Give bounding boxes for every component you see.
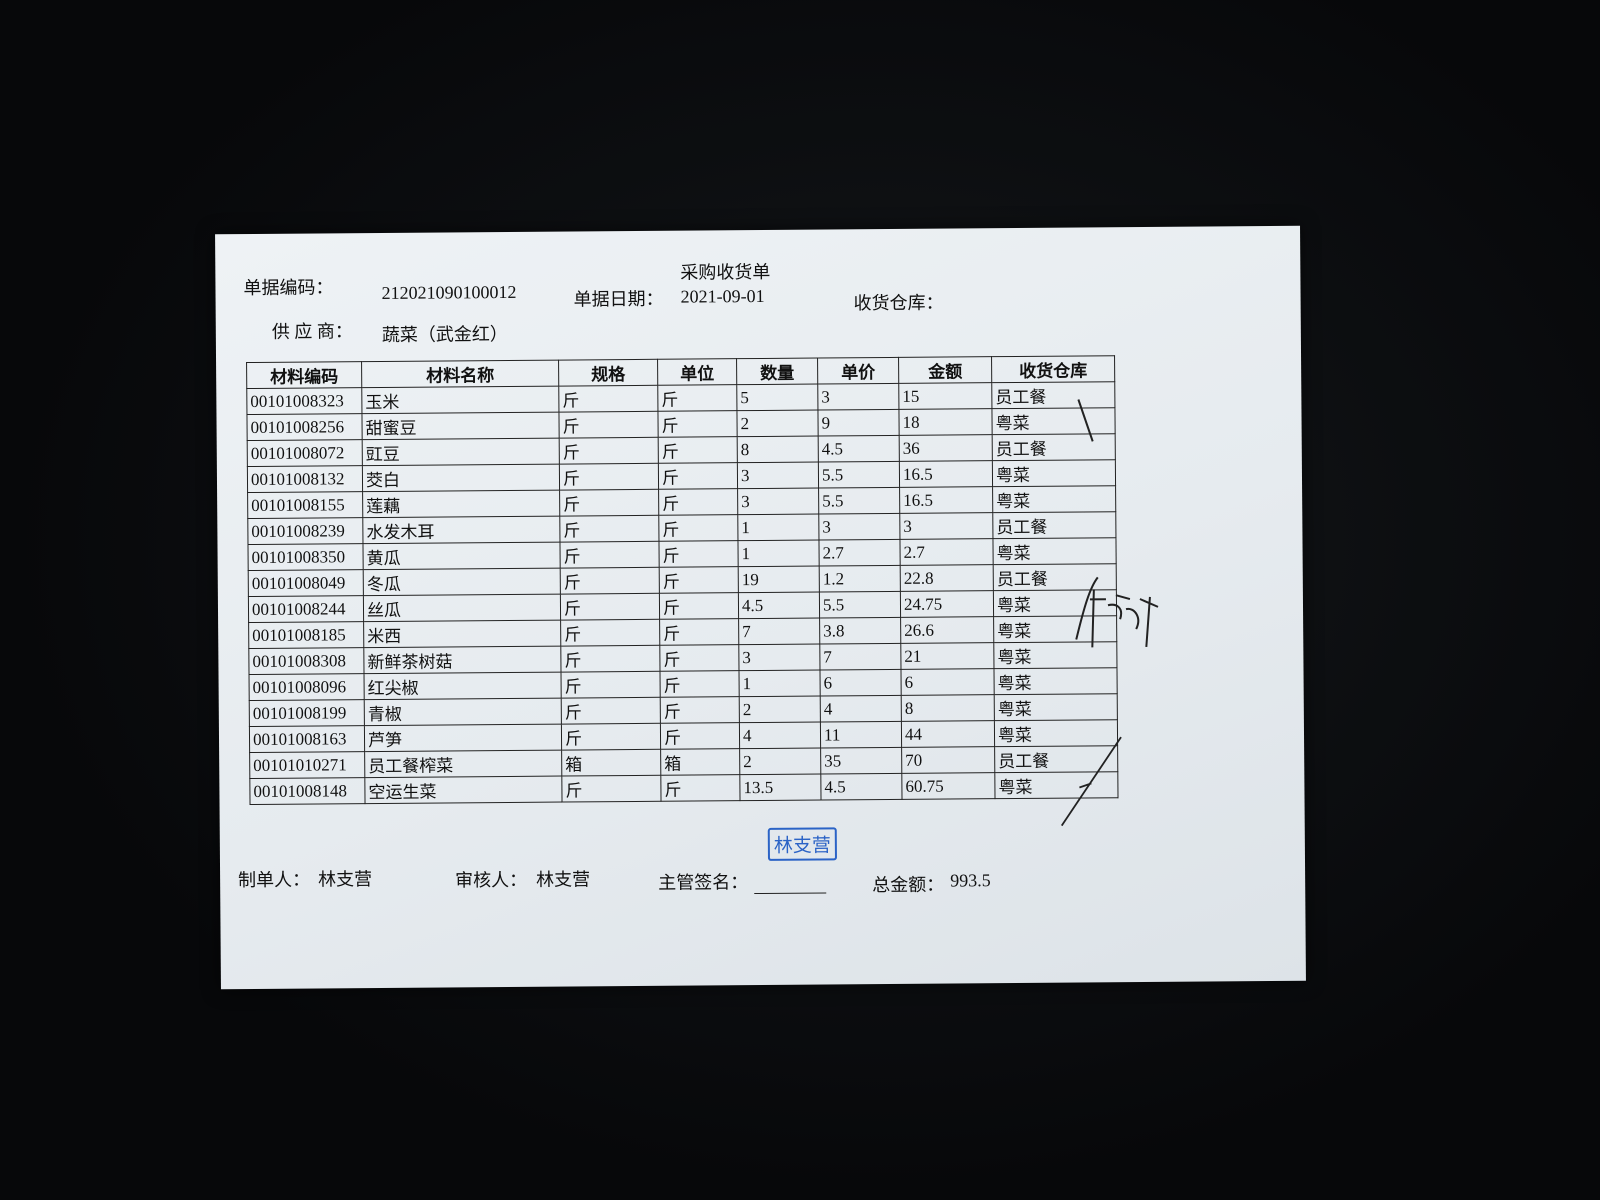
signature — [1075, 576, 1159, 648]
strike-mark — [1060, 736, 1122, 827]
check-mark — [1077, 399, 1094, 442]
handwritten-marks — [1060, 399, 1159, 827]
paper-document: 采购收货单 单据编码： 212021090100012 单据日期： 2021-0… — [215, 225, 1306, 990]
